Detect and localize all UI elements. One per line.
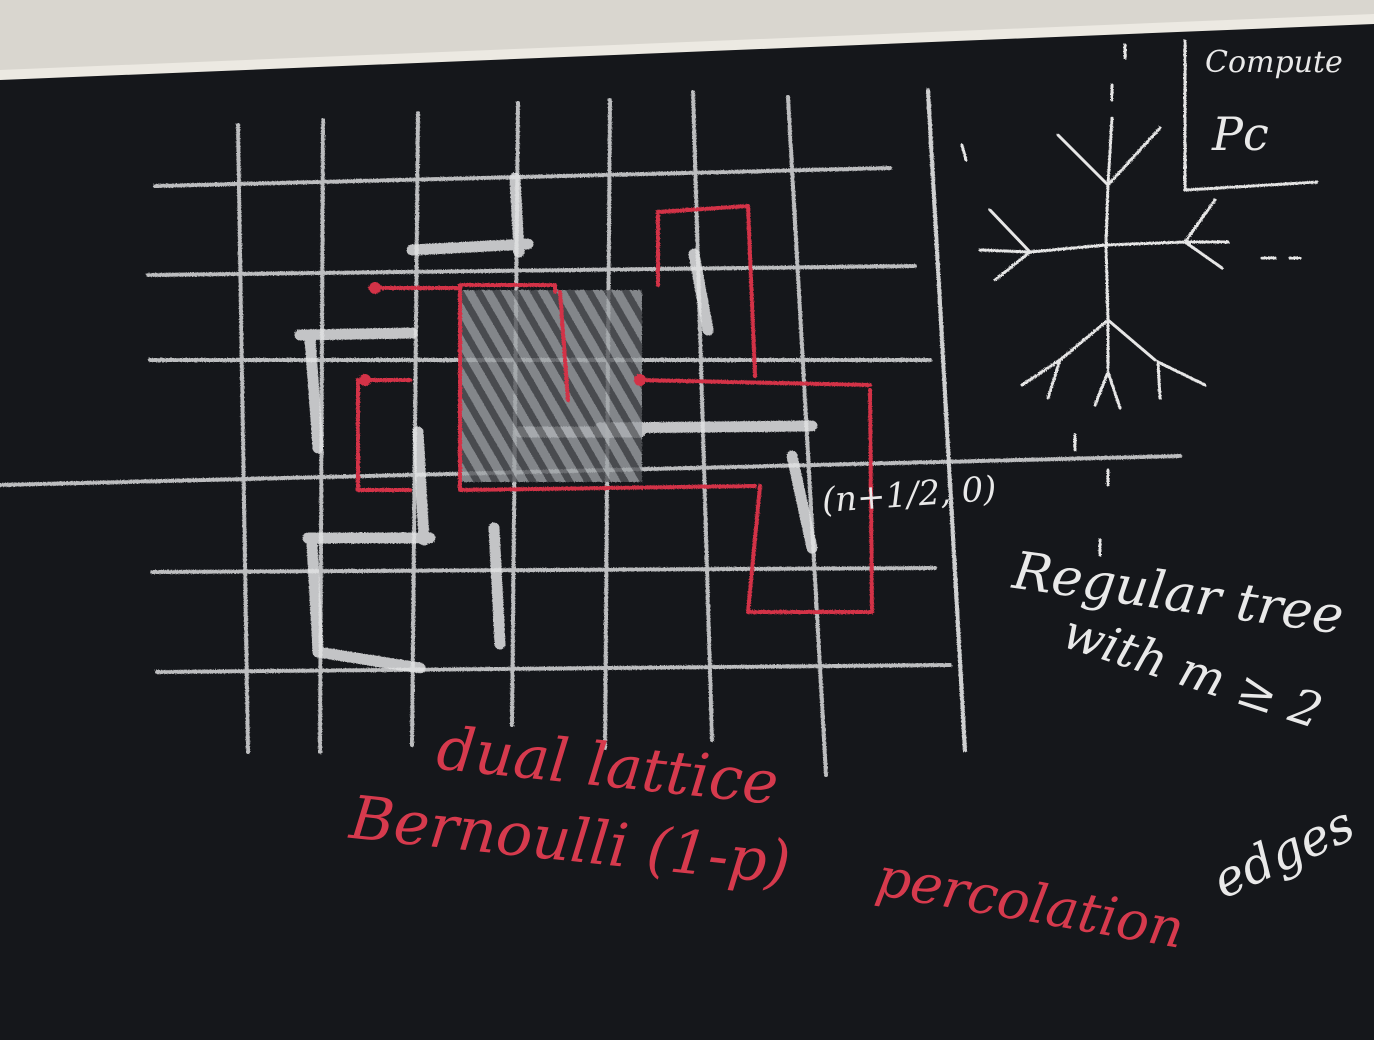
dual-path (656, 204, 757, 378)
board-top-edge (0, 14, 1374, 80)
tree-leaves (1156, 359, 1207, 400)
tree-edge (978, 248, 1032, 254)
tree-leaves (1020, 356, 1063, 400)
grid-v-line (691, 90, 714, 742)
open-edge (304, 332, 324, 454)
tree-edge (1106, 126, 1162, 187)
tree-edge (1104, 243, 1110, 322)
grid-h-line (153, 166, 892, 188)
open-edge (688, 248, 714, 336)
grid-h-line (146, 264, 917, 277)
compute-box-border (1183, 40, 1319, 192)
highlighted-open-edges (294, 172, 818, 674)
dual-path (558, 290, 570, 402)
dual-dot (369, 282, 381, 294)
dual-path (356, 378, 412, 492)
tree-edge (1104, 183, 1110, 247)
compute-box (1183, 40, 1319, 192)
tree-edge (1183, 240, 1224, 270)
open-edge (786, 450, 818, 554)
dual-path (458, 283, 757, 492)
open-edge (312, 646, 426, 674)
tree-edge (988, 208, 1032, 254)
tree-edge (1106, 116, 1114, 187)
open-edge (488, 522, 506, 650)
pc-label: Pc (1211, 107, 1269, 161)
open-edge (509, 172, 525, 258)
board-divider (926, 89, 967, 753)
tree-edge (1028, 243, 1108, 254)
regular-tree-sketch (960, 43, 1302, 557)
grid-h-line (155, 663, 952, 674)
tree-edge (1058, 318, 1110, 362)
dual-dot (634, 374, 646, 386)
blackboard (0, 22, 1374, 1040)
tree-leaves (1093, 367, 1122, 410)
dual-path (746, 388, 874, 614)
grid-v-line (236, 123, 250, 754)
tree-edge (993, 250, 1032, 282)
tree-edge (1056, 133, 1110, 187)
grid-h-line (150, 566, 937, 574)
open-edge (306, 539, 324, 656)
open-edge (406, 238, 534, 256)
dual-dot (359, 374, 371, 386)
dual-path (638, 378, 872, 387)
open-edge (412, 426, 430, 546)
tree-edge (1106, 318, 1157, 362)
red-dual-contour (356, 204, 874, 614)
tree-edge (1183, 198, 1217, 244)
tree-dash (960, 143, 968, 162)
dual-path (458, 283, 557, 294)
tree-edge (1104, 240, 1187, 247)
shaded-box-region (462, 290, 642, 482)
compute-label: Compute (1205, 45, 1343, 80)
shaded-box (462, 290, 642, 482)
grid-v-line (786, 95, 828, 777)
open-edge (294, 327, 418, 341)
